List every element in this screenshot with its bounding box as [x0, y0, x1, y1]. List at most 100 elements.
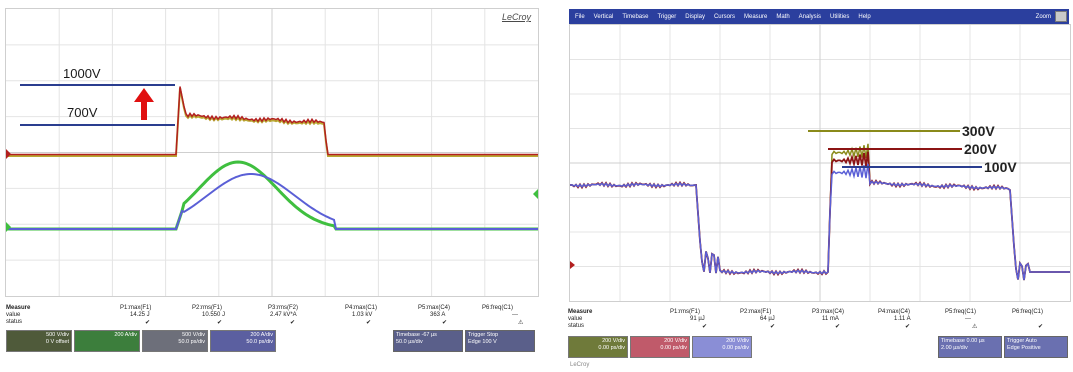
r-param-4-name[interactable]: P4:max(C4): [878, 309, 911, 315]
r-measure-header: Measure: [568, 309, 593, 315]
r-channel-2-scale: 200 V/div: [664, 338, 687, 344]
zoom-label[interactable]: Zoom: [1035, 13, 1051, 20]
param-5-status: ✔: [442, 320, 448, 326]
r-param-1-status: ✔: [702, 324, 708, 330]
r-param-2-name[interactable]: P2:max(F1): [740, 309, 772, 315]
left-channel-marker-red: [6, 149, 11, 159]
left-voltage-trace-red: [6, 86, 538, 156]
param-6-value: ---: [512, 312, 518, 318]
menu-trigger[interactable]: Trigger: [657, 13, 677, 20]
right-measure-panel: Measure value status P1:rms(F1) 91 µJ ✔ …: [560, 302, 1073, 372]
right-level-label: 300V: [962, 123, 995, 139]
param-3-status: ✔: [290, 320, 296, 326]
left-waveform-grid: [5, 8, 539, 297]
channel-4-box[interactable]: 200 A/div 50.0 ps/div: [210, 330, 276, 352]
label-1000v: 1000V: [63, 66, 101, 81]
menu-file[interactable]: File: [575, 13, 585, 20]
param-4-name[interactable]: P4:max(C1): [345, 305, 378, 311]
channel-2-box[interactable]: 200 A/div: [74, 330, 140, 352]
r-channel-3-box[interactable]: 200 V/div 0.00 ps/div: [692, 336, 752, 358]
r-channel-3-scale: 200 V/div: [726, 338, 749, 344]
channel-4-offset: 50.0 ps/div: [246, 339, 273, 345]
menu-timebase[interactable]: Timebase: [622, 13, 649, 20]
r-trigger-box[interactable]: Trigger Auto Edge Positive: [1004, 336, 1068, 358]
param-5-value: 363 A: [430, 312, 446, 318]
r-channel-1-box[interactable]: 200 V/div 0.00 ps/div: [568, 336, 628, 358]
right-trace-100v: [570, 163, 1070, 281]
menu-math[interactable]: Math: [776, 13, 790, 20]
channel-1-scale: 500 V/div: [46, 332, 69, 338]
param-6-name[interactable]: P6:freq(C1): [482, 305, 514, 311]
timebase-value: -67 µs: [421, 332, 437, 338]
r-channel-1-offset: 0.00 ps/div: [598, 345, 625, 351]
param-1-status: ✔: [145, 320, 151, 326]
line-700v: [20, 124, 175, 126]
menu-analysis[interactable]: Analysis: [798, 13, 822, 20]
left-trigger-box[interactable]: Trigger Stop Edge 100 V: [465, 330, 535, 352]
timebase-rate: 50.0 µs/div: [396, 339, 423, 345]
menu-utilities[interactable]: Utilities: [830, 13, 850, 20]
value-row-label: value: [6, 312, 21, 318]
status-row-label: status: [6, 319, 23, 325]
menu-bar: File Vertical Timebase Trigger Display C…: [569, 9, 1069, 24]
right-channel-marker: [570, 261, 575, 269]
param-2-value: 10.550 J: [202, 312, 226, 318]
left-channel-marker-green: [6, 222, 11, 232]
channel-3-box[interactable]: 500 V/div 50.0 ps/div: [142, 330, 208, 352]
r-trigger-edge: Edge: [1007, 345, 1020, 351]
r-param-6-name[interactable]: P6:freq(C1): [1012, 309, 1044, 315]
r-footer-brand: LeCroy: [570, 362, 590, 368]
r-channel-1-scale: 200 V/div: [602, 338, 625, 344]
channel-1-box[interactable]: 500 V/div 0 V offset: [6, 330, 72, 352]
label-700v: 700V: [67, 105, 98, 120]
menu-display[interactable]: Display: [685, 13, 705, 20]
left-timebase-box[interactable]: Timebase -67 µs 50.0 µs/div: [393, 330, 463, 352]
right-oscilloscope: File Vertical Timebase Trigger Display C…: [560, 0, 1073, 372]
r-param-4-value: 1.11 A: [894, 316, 911, 322]
left-current-trace-blue: [6, 173, 538, 230]
trigger-label: Trigger: [468, 332, 486, 338]
right-level-label: 200V: [964, 141, 997, 157]
r-status-row-label: status: [568, 323, 585, 329]
r-timebase-box[interactable]: Timebase 0.00 µs 2.00 µs/div: [938, 336, 1002, 358]
r-param-5-value: ---: [965, 316, 971, 322]
param-4-status: ✔: [366, 320, 372, 326]
r-param-5-name[interactable]: P5:freq(C1): [945, 309, 977, 315]
menu-cursors[interactable]: Cursors: [713, 13, 735, 20]
param-4-value: 1.03 kV: [352, 312, 373, 318]
r-channel-3-offset: 0.00 ps/div: [722, 345, 749, 351]
r-trigger-label: Trigger: [1007, 338, 1025, 344]
window-button[interactable]: [1055, 11, 1067, 22]
menu-measure[interactable]: Measure: [743, 13, 768, 20]
r-param-1-name[interactable]: P1:rms(F1): [670, 309, 700, 315]
r-timebase-value: 0.00 µs: [966, 338, 985, 344]
channel-4-scale: 200 A/div: [250, 332, 273, 338]
menu-vertical[interactable]: Vertical: [593, 13, 614, 20]
r-channel-2-box[interactable]: 200 V/div 0.00 ps/div: [630, 336, 690, 358]
param-3-value: 2.47 kV*A: [270, 312, 297, 318]
menu-help[interactable]: Help: [858, 13, 871, 20]
trigger-edge: Edge: [468, 339, 481, 345]
r-param-4-status: ✔: [905, 324, 911, 330]
r-trigger-level: Positive: [1021, 345, 1041, 351]
trigger-level: 100 V: [482, 339, 497, 345]
lecroy-logo: LeCroy: [501, 12, 531, 22]
param-3-name[interactable]: P3:rms(F2): [268, 305, 298, 311]
up-arrow-icon: [134, 88, 154, 120]
trigger-mode: Stop: [486, 332, 499, 338]
param-6-status: ⚠: [518, 320, 524, 326]
param-1-value: 14.25 J: [130, 312, 150, 318]
r-timebase-rate: 2.00 µs/div: [941, 345, 968, 351]
timebase-label: Timebase: [396, 332, 420, 338]
param-2-name[interactable]: P2:rms(F1): [192, 305, 222, 311]
left-right-marker-green: [533, 189, 538, 199]
left-oscilloscope: LeCroy 1000V 700V Measure value status P…: [5, 8, 539, 352]
r-timebase-label: Timebase: [941, 338, 965, 344]
right-waveform-grid: 300V 200V 100V: [569, 24, 1071, 302]
param-1-name[interactable]: P1:max(F1): [120, 305, 152, 311]
r-param-3-name[interactable]: P3:max(C4): [812, 309, 845, 315]
left-waveform-plot: [6, 9, 538, 296]
param-5-name[interactable]: P5:max(C4): [418, 305, 451, 311]
r-param-1-value: 91 µJ: [690, 316, 705, 322]
r-value-row-label: value: [568, 316, 583, 322]
